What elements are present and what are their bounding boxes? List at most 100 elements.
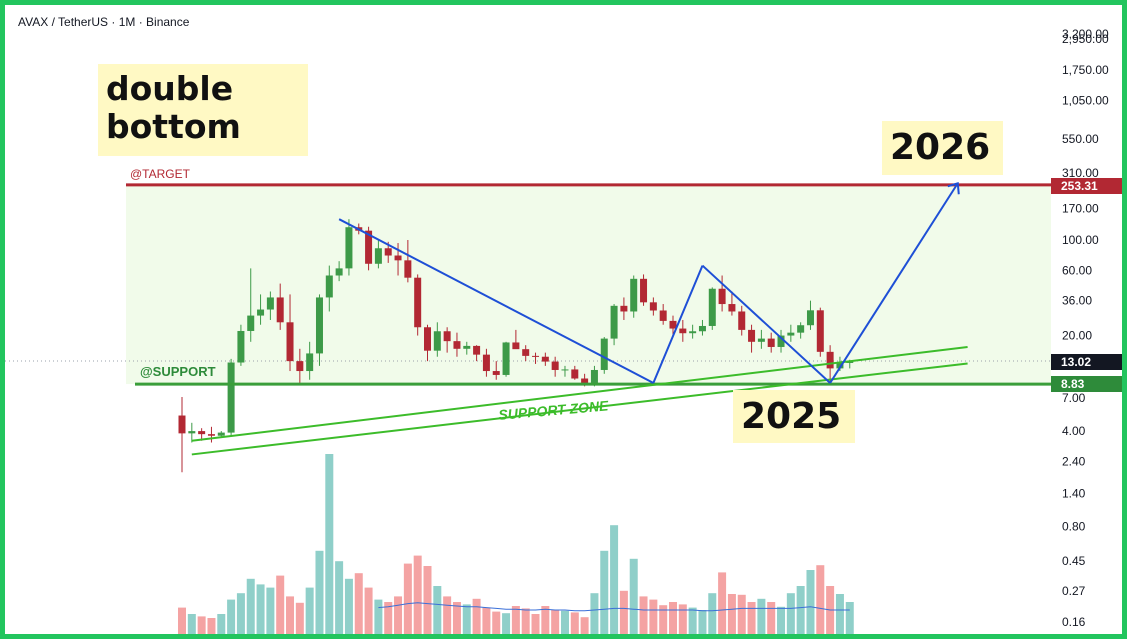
symbol-title: AVAX / TetherUS · 1M · Binance [18,15,190,29]
candle-body [325,275,333,298]
y-tick-label: 36.00 [1062,294,1092,308]
candle-body [581,378,589,383]
volume-bar [541,606,550,634]
volume-bar [570,612,579,634]
candle-body [424,327,431,351]
volume-bar [384,602,393,634]
candle-body [384,248,392,256]
y-tick-label: 60.00 [1062,263,1092,277]
volume-bar [816,565,825,634]
candle-body [532,355,540,357]
volume-bar [502,613,511,634]
candle-body [227,362,235,433]
candle-body [404,260,412,278]
volume-bar [364,587,373,634]
candle-body [247,315,255,331]
y-tick-label: 170.00 [1062,201,1099,215]
candle-body [590,369,598,383]
candle-body [571,369,579,379]
support-price-badge: 8.83 [1051,376,1122,392]
volume-bar [619,590,628,634]
volume-bar [610,525,619,634]
candle-body [689,331,697,334]
volume-bar [786,593,795,634]
candle-body [443,331,451,342]
candle-body [806,310,814,326]
volume-bar [511,606,520,634]
target-price-badge: 253.31 [1051,178,1122,194]
candle-body [296,361,304,372]
candle-body [836,362,844,369]
volume-bar [276,575,285,634]
volume-bar [796,586,805,634]
volume-bar [718,572,727,634]
volume-bar [551,610,560,634]
volume-bar [178,607,186,634]
volume-bar [482,607,491,634]
y-tick-label: 0.16 [1062,615,1086,629]
volume-bar [835,594,844,634]
volume-bar [669,602,677,634]
candle-body [345,227,353,269]
volume-ma-line [378,602,850,612]
y-tick-label: 100.00 [1062,233,1099,247]
candle-body [257,309,265,316]
volume-bar [344,578,353,634]
volume-bar [678,604,687,634]
volume-bar [227,599,236,634]
volume-bar [649,599,658,634]
candle-body [335,268,343,276]
volume-bar [305,587,314,634]
candle-body [698,325,706,332]
candle-body [286,322,294,362]
candle-body [630,278,638,312]
y-tick-label: 1,050.00 [1062,93,1109,107]
volume-bar [708,593,717,634]
volume-bar [806,570,815,634]
trend-line [652,265,704,384]
volume-bar [236,593,245,634]
candle-body [463,345,471,349]
candle-body [748,329,756,342]
candle-body [757,338,765,342]
volume-bar [737,594,746,634]
volume-bar [374,599,383,634]
candle-body [492,371,500,375]
candle-body [365,230,373,264]
candle-body [600,338,608,370]
y-tick-label: 0.45 [1062,554,1086,568]
y-tick-label: 550.00 [1062,132,1099,146]
year-bottom-note: 2025 [733,390,855,443]
volume-bar [433,586,442,634]
y-tick-label: 1,750.00 [1062,63,1109,77]
candle-body [659,310,667,321]
y-tick-label: 4.00 [1062,424,1086,438]
volume-bar [187,614,196,634]
volume-bar [443,596,452,634]
volume-bar [335,561,344,634]
price-chart[interactable]: 3,200.002,950.00 1,750.00 1,050.00 550.00 31… [5,5,1122,634]
trend-line [701,264,831,384]
volume-bar [462,604,471,634]
volume-bar [256,584,265,634]
candle-body [679,328,687,334]
candle-body [669,320,677,329]
volume-bar [727,594,736,634]
candle-body [816,310,824,352]
candle-body [315,297,323,354]
volume-bar [521,608,530,634]
y-tick-label: 0.27 [1062,584,1086,598]
candle-body [453,341,461,349]
volume-bar [266,587,275,634]
volume-bar [767,602,776,634]
volume-bar [354,573,363,634]
candle-body [826,351,834,369]
y-tick-label: 310.00 [1062,166,1099,180]
candle-body [482,354,490,372]
candle-body [728,304,736,312]
y-tick-label: 1.40 [1062,486,1086,500]
candle-body [640,278,648,303]
candle-body [738,311,746,330]
candle-body [306,353,314,372]
volume-bar [659,605,668,634]
